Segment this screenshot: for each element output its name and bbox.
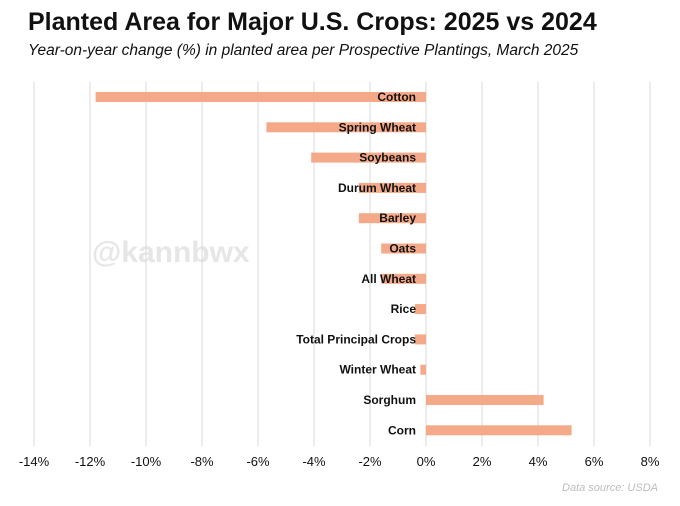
x-tick-label: 0% xyxy=(417,454,436,469)
category-label-soybeans: Soybeans xyxy=(359,151,416,165)
bar-cotton xyxy=(95,92,426,102)
bar-durum-wheat xyxy=(358,182,426,193)
bar-barley xyxy=(358,213,426,224)
x-tick-labels: -14% -12% -10% -8% -6% -4% -2% 0% 2% 4% 6% 8% xyxy=(19,454,660,469)
x-tick-label: -12% xyxy=(75,454,106,469)
watermark: @kannbwx xyxy=(92,236,250,269)
bar-spring-wheat xyxy=(266,122,426,133)
category-label-total-principal-crops: Total Principal Crops xyxy=(296,332,416,346)
category-label-corn: Corn xyxy=(388,423,416,437)
chart-title: Planted Area for Major U.S. Crops: 2025 … xyxy=(28,8,597,36)
gridlines xyxy=(33,82,651,446)
bars xyxy=(95,92,572,436)
category-label-sorghum: Sorghum xyxy=(363,393,416,407)
x-tick-label: -2% xyxy=(358,454,382,469)
bar-all-wheat xyxy=(381,273,426,284)
bar-winter-wheat xyxy=(420,364,426,375)
bar-sorghum xyxy=(426,395,544,405)
category-labels: Cotton Spring Wheat Soybeans Durum Wheat Bar… xyxy=(296,90,416,437)
x-tick-label: -14% xyxy=(19,454,50,469)
category-label-cotton: Cotton xyxy=(377,90,416,104)
category-label-all-wheat: All Wheat xyxy=(361,272,416,286)
category-label-durum-wheat: Durum Wheat xyxy=(338,181,416,195)
bar-oats xyxy=(381,243,426,254)
x-tick-label: -4% xyxy=(302,454,326,469)
chart-subtitle: Year-on-year change (%) in planted area … xyxy=(28,42,579,59)
x-tick-label: 8% xyxy=(641,454,660,469)
x-tick-label: 6% xyxy=(585,454,604,469)
x-tick-label: -8% xyxy=(190,454,214,469)
bar-total-principal-crops xyxy=(414,334,426,345)
category-label-spring-wheat: Spring Wheat xyxy=(339,120,416,134)
x-tick-label: 2% xyxy=(473,454,492,469)
x-tick-label: -6% xyxy=(246,454,270,469)
category-label-rice: Rice xyxy=(391,302,417,316)
bar-rice xyxy=(414,304,426,315)
x-tick-label: -10% xyxy=(131,454,162,469)
bar-soybeans xyxy=(311,152,426,163)
bar-corn xyxy=(426,425,572,436)
data-source-note: Data source: USDA xyxy=(562,482,658,494)
x-tick-label: 4% xyxy=(529,454,548,469)
category-label-oats: Oats xyxy=(389,242,416,256)
category-label-barley: Barley xyxy=(379,211,416,225)
category-label-winter-wheat: Winter Wheat xyxy=(339,363,416,377)
